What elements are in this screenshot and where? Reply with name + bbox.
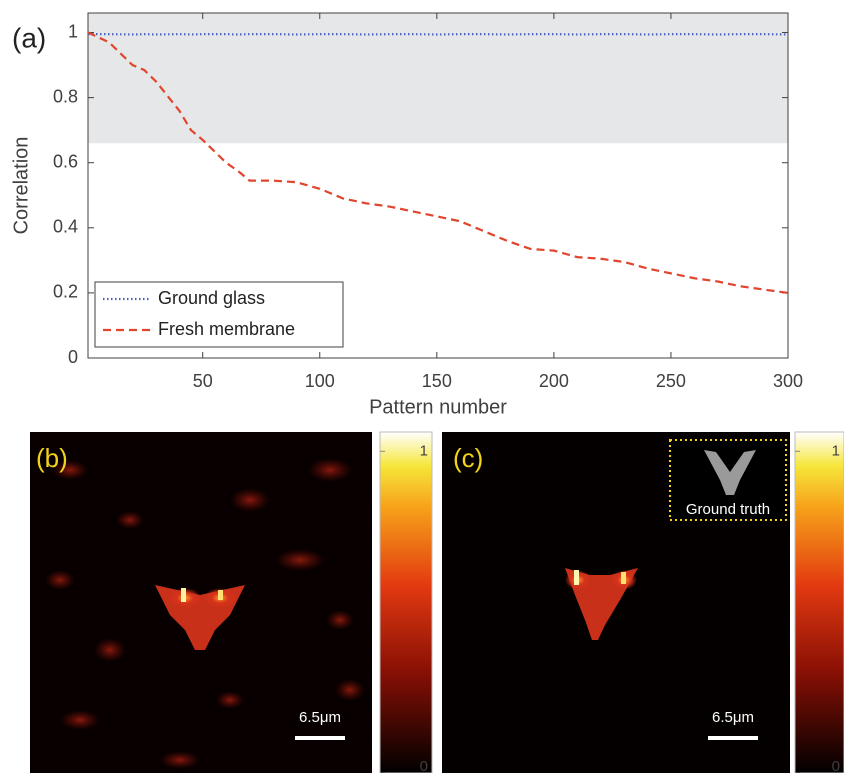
plot-frame [87,12,789,359]
v-reconstruction [565,568,638,640]
series-line [87,31,789,294]
colorbar [379,431,433,773]
y-tick-label: 1 [68,21,78,41]
x-tick-label: 50 [193,371,213,391]
y-tick-label: 0.6 [53,151,78,171]
inset-label: Ground truth [686,501,770,518]
scale-bar-label: 6.5μm [299,709,341,726]
legend-label: Fresh membrane [158,319,295,339]
panel-label: (a) [12,22,46,53]
panel-c-image [442,431,844,773]
y-tick-label: 0.2 [53,282,78,302]
colorbar-tick-label: 1 [420,442,428,459]
y-axis-title: Correlation [10,137,32,235]
x-tick-label: 100 [305,371,335,391]
x-tick-label: 200 [539,371,569,391]
x-tick-label: 150 [422,371,452,391]
panel-b-image [30,431,433,773]
legend-label: Ground glass [158,288,265,308]
speckle [45,458,365,769]
colorbar-tick-label: 0 [832,758,840,773]
x-tick-label: 250 [656,371,686,391]
scale-bar-label: 6.5μm [712,709,754,726]
shaded-band [88,13,788,144]
x-tick-label: 300 [773,371,803,391]
ground-truth-shape [704,450,756,495]
colorbar-tick-label: 1 [832,442,840,459]
y-tick-label: 0.4 [53,217,78,237]
legend-box [94,281,344,348]
y-tick-label: 0.8 [53,86,78,106]
colorbar [794,431,844,773]
panel-label: (b) [36,443,68,473]
y-tick-label: 0 [68,347,78,367]
colorbar-tick-label: 0 [420,758,428,773]
butterfly-reconstruction [155,585,245,650]
panel-label: (c) [453,443,483,473]
x-axis-title: Pattern number [369,396,507,418]
